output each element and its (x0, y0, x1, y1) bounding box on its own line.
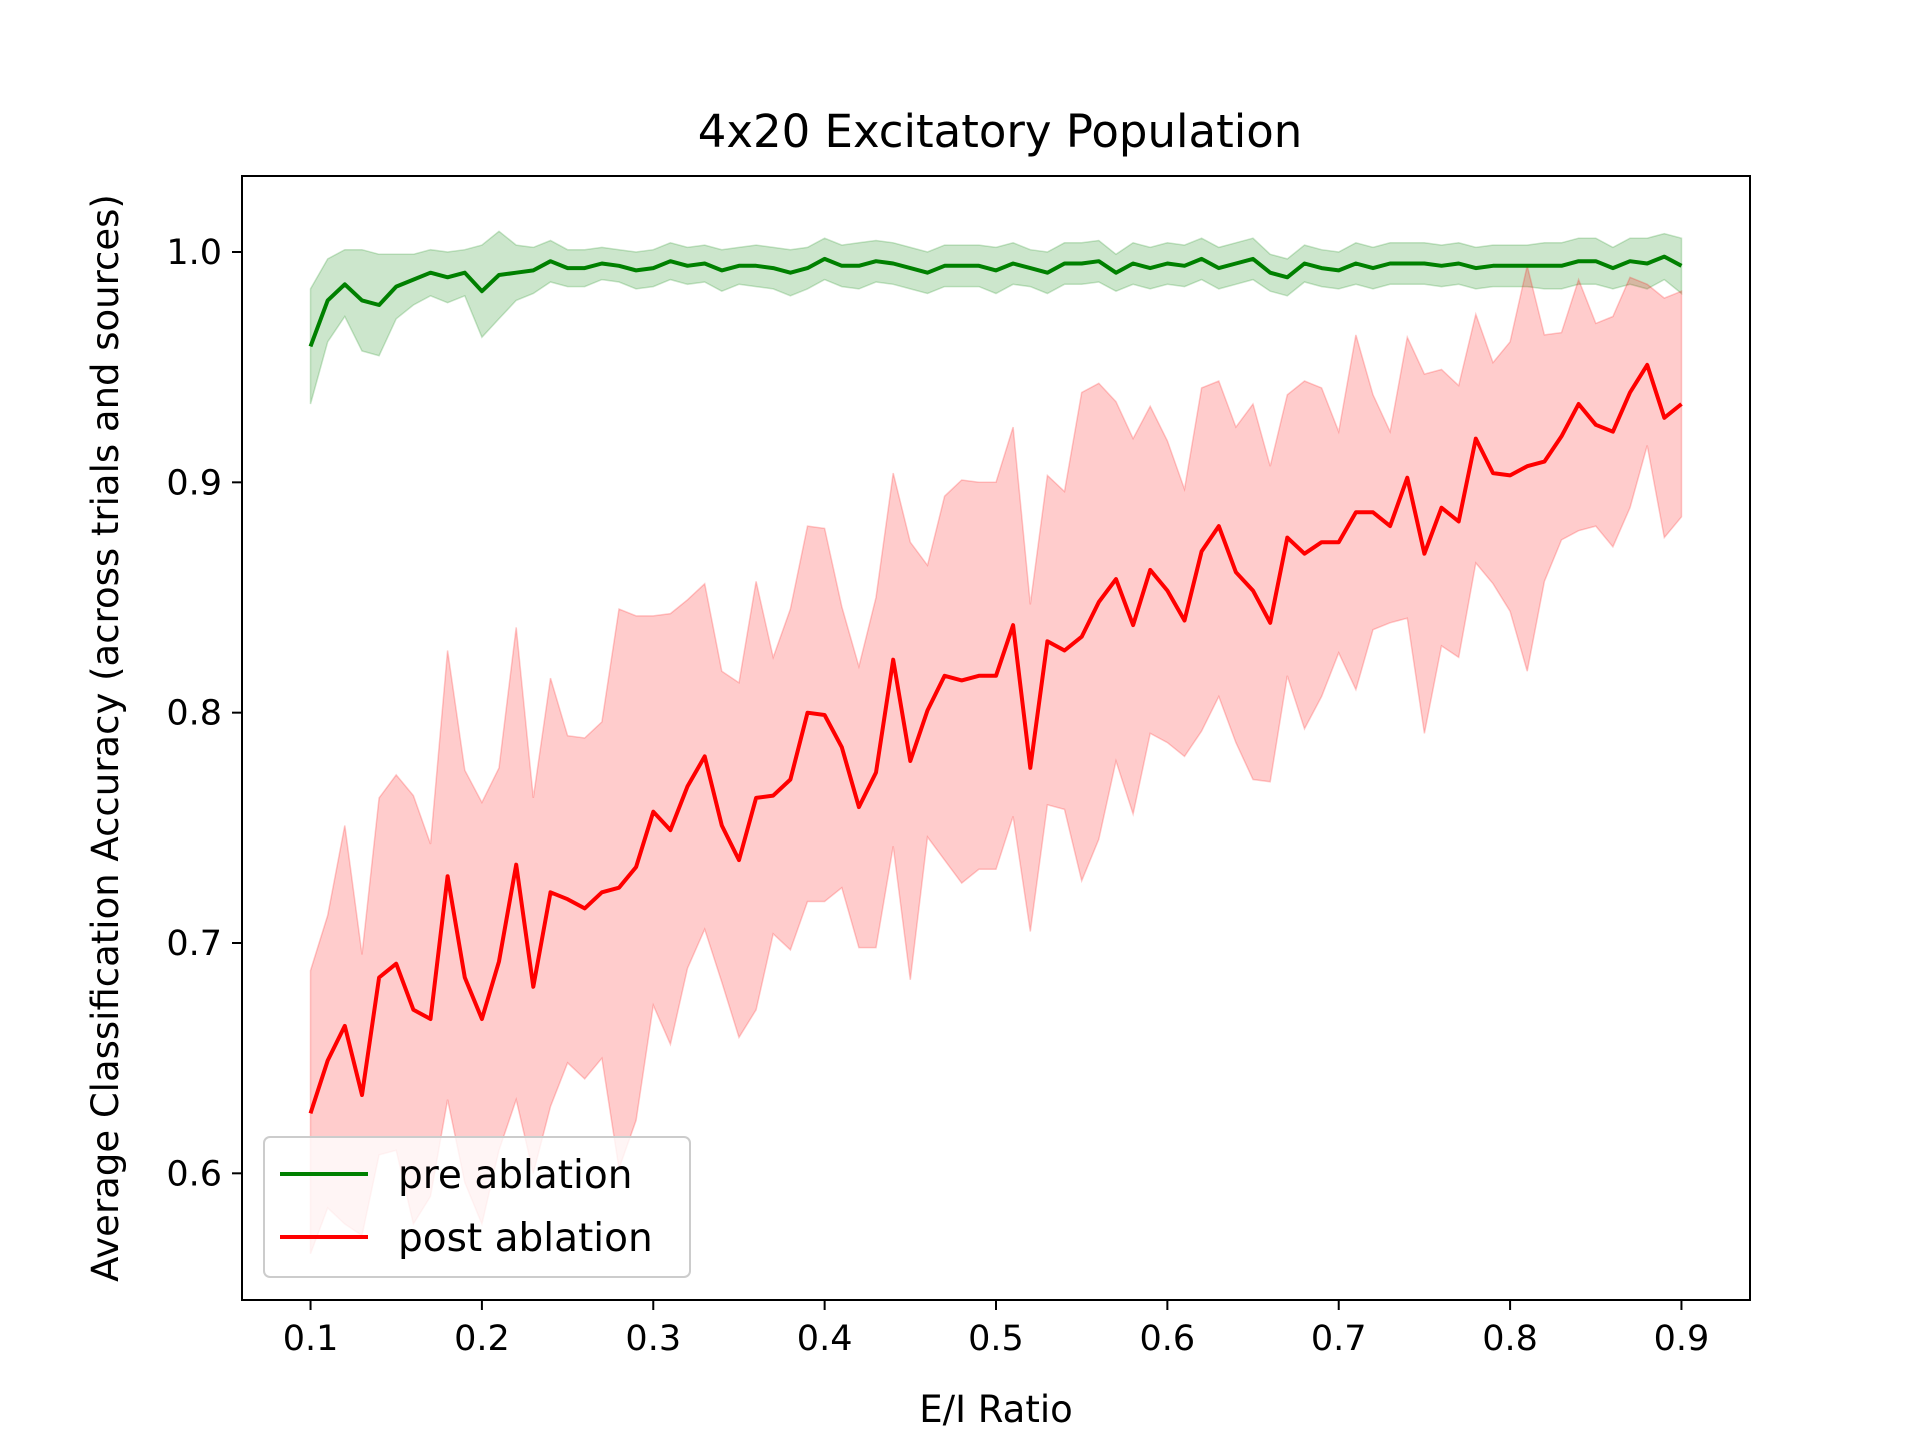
y-tick-label: 0.6 (166, 1154, 222, 1194)
line-pre-ablation (308, 254, 1683, 348)
legend-label-post-ablation: post ablation (398, 1216, 653, 1261)
line-post-ablation (308, 362, 1683, 1115)
y-tick-label: 0.7 (166, 924, 222, 964)
x-tick-label: 0.8 (1482, 1319, 1538, 1359)
plot-area (308, 230, 1683, 1255)
legend-box (263, 1136, 691, 1278)
x-tick-label: 0.7 (1311, 1319, 1367, 1359)
legend-label-pre-ablation: pre ablation (398, 1153, 632, 1198)
x-tick-label: 0.6 (1140, 1319, 1196, 1359)
legend: pre ablation post ablation (263, 1136, 691, 1278)
band-post-ablation (309, 265, 1683, 1255)
y-axis-label: Average Classification Accuracy (across … (84, 194, 127, 1282)
x-tick-label: 0.1 (283, 1319, 339, 1359)
y-tick-label: 1.0 (166, 233, 222, 273)
y-tick-label: 0.8 (166, 694, 222, 734)
band-pre-ablation (309, 230, 1683, 405)
chart-title: 4x20 Excitatory Population (698, 105, 1303, 158)
x-tick-label: 0.4 (797, 1319, 853, 1359)
x-tick-label: 0.5 (968, 1319, 1024, 1359)
y-tick-label: 0.9 (166, 463, 222, 503)
x-axis: 0.1 0.2 0.3 0.4 0.5 0.6 0.7 0.8 0.9 (283, 1300, 1710, 1359)
y-axis: 0.6 0.7 0.8 0.9 1.0 (166, 233, 242, 1194)
x-tick-label: 0.9 (1654, 1319, 1710, 1359)
x-tick-label: 0.2 (454, 1319, 510, 1359)
x-axis-label: E/I Ratio (919, 1388, 1073, 1431)
x-tick-label: 0.3 (625, 1319, 681, 1359)
